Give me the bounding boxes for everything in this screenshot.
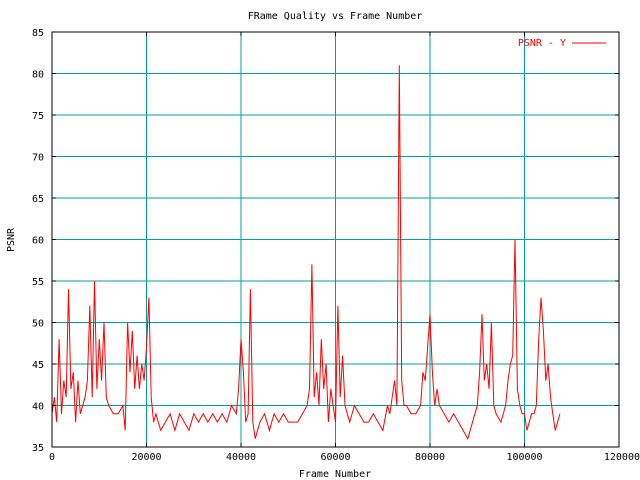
y-tick-label: 80	[32, 70, 44, 81]
x-tick-label: 20000	[131, 452, 161, 463]
grid	[52, 32, 619, 447]
x-tick-label: 0	[49, 452, 55, 463]
x-tick-label: 80000	[415, 452, 445, 463]
y-tick-label: 35	[32, 443, 44, 454]
y-tick-label: 60	[32, 236, 44, 247]
legend-label: PSNR - Y	[518, 38, 566, 49]
y-tick-label: 55	[32, 277, 44, 288]
x-axis-label: Frame Number	[299, 469, 371, 480]
y-tick-label: 65	[32, 194, 44, 205]
y-tick-label: 50	[32, 319, 44, 330]
x-tick-label: 120000	[604, 452, 640, 463]
chart-title: FRame Quality vs Frame Number	[248, 11, 423, 22]
y-tick-label: 75	[32, 111, 44, 122]
y-axis-label: PSNR	[6, 227, 17, 252]
y-tick-label: 70	[32, 153, 44, 164]
series-layer	[51, 65, 561, 440]
x-tick-label: 40000	[226, 452, 256, 463]
x-tick-label: 60000	[320, 452, 350, 463]
y-tick-label: 85	[32, 28, 44, 39]
y-tick-label: 45	[32, 360, 44, 371]
series-line-psnr-y	[51, 65, 561, 440]
legend: PSNR - Y	[518, 38, 606, 49]
x-tick-label: 100000	[506, 452, 542, 463]
y-tick-label: 40	[32, 402, 44, 413]
ticks: 0 20000 40000 60000 80000 100000 120000 35 40 45 5…	[32, 28, 640, 463]
